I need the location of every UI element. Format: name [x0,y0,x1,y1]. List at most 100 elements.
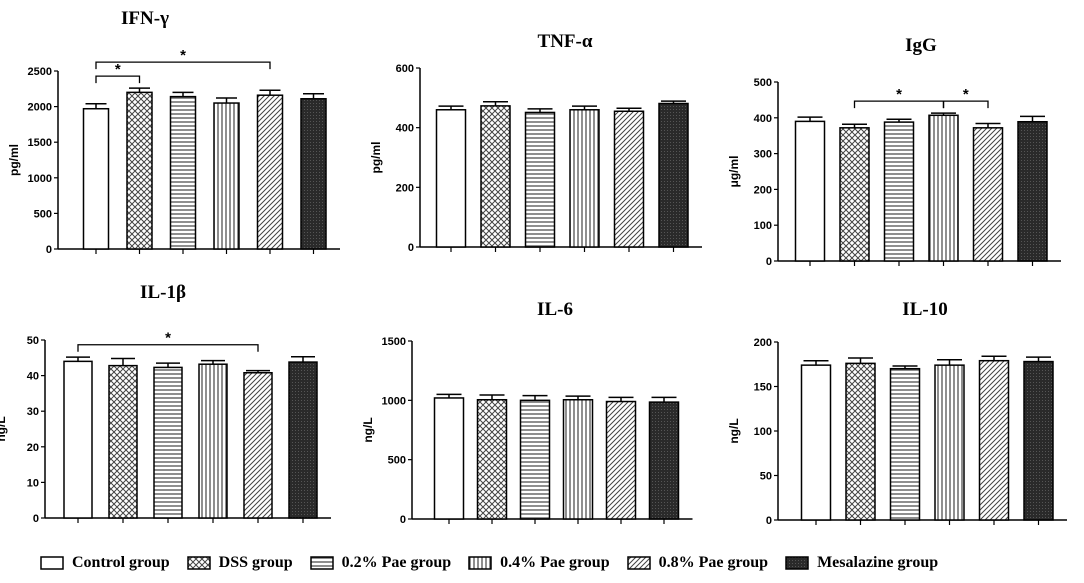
legend-item-4: 0.8% Pae group [626,554,769,572]
legend-label: Control group [72,554,170,571]
legend-label: 0.8% Pae group [658,554,769,571]
legend-label: DSS group [218,554,293,571]
bar-0 [435,109,467,248]
y-tick-label: 200 [754,184,772,196]
y-axis-label: μg/ml [727,155,741,187]
bar-5 [658,102,689,248]
legend-item-3: 0.4% Pae group [468,554,610,572]
y-tick-label: 10 [27,477,39,489]
bar-1 [480,105,511,248]
panel-5: IL-10 0 50 100 150 200 ng/L [727,299,1067,527]
legend-label: 0.4% Pae group [500,554,610,571]
significance-bracket [95,75,141,84]
panel-title: IFN-γ [121,8,169,29]
bar-1 [845,362,876,521]
significance-bracket [95,61,271,70]
bar-3 [198,363,228,519]
bar-5 [288,361,318,519]
y-tick-label: 0 [33,513,39,525]
significance-star: * [896,86,902,103]
bar-3 [934,364,965,521]
legend-swatch [186,556,211,570]
y-tick-label: 30 [27,406,39,418]
significance-star: * [963,86,969,103]
y-tick-label: 400 [754,113,772,125]
bar-4 [243,372,273,519]
legend-label: Mesalazine group [817,554,939,571]
bar-4 [613,110,645,248]
bar-1 [108,364,138,519]
y-tick-label: 1500 [382,336,406,348]
significance-bracket [942,100,989,109]
legend-swatch [309,556,334,570]
y-axis-label: ng/L [727,418,741,443]
y-tick-label: 100 [754,426,772,438]
y-tick-label: 600 [396,63,414,75]
bar-5 [1023,360,1054,521]
y-tick-label: 40 [27,371,39,383]
bar-2 [169,95,197,250]
legend-swatch [626,556,651,570]
y-tick-label: 2500 [28,66,52,78]
panel-title: IgG [905,35,937,56]
bar-1 [126,91,153,250]
bar-3 [213,102,240,250]
legend: Control group DSS group 0.2% Pae group 0.4%… [40,554,955,572]
y-tick-label: 1000 [382,395,406,407]
bar-1 [839,127,870,262]
y-tick-label: 1000 [28,173,52,185]
legend-item-2: 0.2% Pae group [309,554,452,572]
bar-3 [928,114,959,262]
bar-5 [1017,120,1048,262]
bar-0 [800,364,832,521]
legend-swatch [785,556,809,570]
significance-star: * [115,61,121,78]
bar-3 [562,398,594,520]
y-tick-label: 0 [46,244,52,256]
panel-1: TNF-α 0 200 400 600 pg/ml [369,31,702,254]
y-axis-label: pg/ml [7,144,21,176]
bar-2 [519,399,551,520]
bar-3 [569,109,600,248]
bar-0 [794,120,826,262]
bar-2 [524,111,556,248]
cytokine-figure: IFN-γ05001000150020002500pg/ml**TNF-α020… [0,8,1067,527]
significance-star: * [165,330,171,347]
y-tick-label: 400 [396,123,414,135]
y-tick-label: 300 [754,149,772,161]
legend-label: 0.2% Pae group [341,554,452,571]
y-tick-label: 50 [27,335,39,347]
bar-0 [433,397,465,520]
panel-3: IL-1β 0 10 20 30 40 50 ng/L * [0,282,331,525]
y-tick-label: 100 [754,220,772,232]
y-tick-label: 500 [754,77,772,89]
panel-0: IFN-γ 0 500 1000 1500 2000 2500 pg/ml * * [7,8,340,256]
bar-5 [300,98,327,250]
legend-item-5: Mesalazine group [785,554,938,572]
y-tick-label: 50 [760,471,772,483]
bar-2 [889,367,921,521]
significance-star: * [180,47,186,64]
legend-swatch [40,556,64,570]
significance-bracket [77,344,259,352]
bar-4 [256,94,284,250]
y-tick-label: 200 [396,182,414,194]
bar-2 [153,366,183,519]
y-tick-label: 2000 [28,102,52,114]
legend-item-0: Control group [40,554,170,572]
panel-title: IL-10 [902,299,947,320]
bar-4 [605,400,637,520]
y-tick-label: 500 [34,208,52,220]
bar-5 [648,401,680,520]
bar-0 [63,360,93,519]
y-tick-label: 1500 [28,137,52,149]
legend-swatch [468,556,492,570]
y-tick-label: 0 [766,256,772,268]
y-tick-label: 500 [388,455,406,467]
y-tick-label: 0 [766,515,772,527]
panel-title: IL-6 [537,299,573,320]
bar-4 [978,359,1010,521]
bar-0 [82,107,110,250]
panel-title: IL-1β [140,282,186,303]
legend-item-1: DSS group [186,554,293,572]
